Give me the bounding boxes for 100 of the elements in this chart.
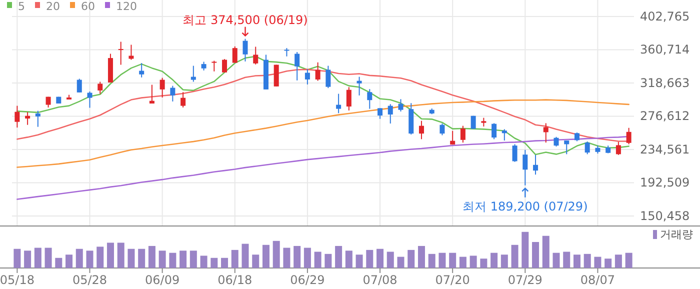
candlestick: [367, 88, 372, 110]
candlestick: [25, 112, 30, 126]
y-tick-label: 150,458: [640, 208, 690, 223]
bar: [552, 252, 560, 268]
y-tick-label: 276,612: [640, 109, 690, 124]
x-tick-label: 06/29: [290, 273, 325, 287]
line-series: [16, 99, 630, 168]
x-tick-label: 07/08: [362, 273, 398, 287]
candlestick: [284, 48, 290, 57]
y-tick-label: 318,663: [640, 76, 690, 90]
candlestick: [346, 86, 352, 111]
legend-label: 60: [81, 0, 95, 13]
bar: [604, 258, 612, 268]
candlestick: [440, 123, 445, 136]
candlestick: [232, 46, 238, 64]
candlestick: [274, 64, 279, 87]
bar: [14, 248, 21, 268]
bar: [158, 250, 166, 268]
candlestick: [326, 65, 331, 89]
candlestick: [304, 68, 310, 85]
bar: [376, 248, 384, 268]
bar: [356, 254, 363, 268]
bar: [169, 252, 176, 268]
candlestick: [87, 90, 92, 108]
bar: [500, 254, 508, 268]
candlestick: [336, 93, 342, 114]
x-tick-label: 07/20: [435, 273, 470, 287]
candlestick: [502, 128, 507, 142]
bar: [190, 250, 197, 268]
bar: [44, 248, 52, 268]
y-tick-label: 234,561: [640, 142, 690, 156]
bar: [24, 250, 32, 268]
candlestick: [190, 65, 196, 82]
candlestick: [450, 130, 456, 146]
legend-label: 거래량: [660, 228, 693, 241]
x-tick-label: 07/29: [508, 273, 542, 287]
candlestick: [356, 76, 362, 96]
bar: [106, 242, 114, 268]
bar: [210, 258, 218, 268]
bar: [180, 250, 187, 268]
y-tick-label: 402,765: [640, 9, 690, 24]
candlestick: [180, 92, 186, 108]
candlestick: [160, 77, 165, 98]
bar: [490, 252, 498, 268]
x-tick-label: 05/28: [72, 273, 108, 287]
legend-label: 20: [46, 0, 60, 13]
candlestick: [543, 122, 548, 144]
bar: [242, 244, 249, 268]
candlestick: [378, 108, 383, 120]
bar: [542, 236, 550, 268]
bar: [200, 256, 208, 268]
bar: [594, 256, 602, 268]
candlestick: [388, 104, 393, 124]
bar: [418, 246, 425, 268]
candlestick: [76, 78, 82, 93]
candlestick: [616, 141, 621, 156]
candlestick: [242, 38, 248, 62]
candlestick: [398, 98, 404, 112]
bar: [55, 258, 62, 268]
bar: [96, 246, 104, 268]
bar: [428, 254, 436, 268]
candlestick: [315, 62, 320, 82]
bar: [148, 246, 156, 268]
candlestick: [294, 52, 300, 81]
bar: [221, 258, 228, 268]
bar: [438, 252, 446, 268]
candlestick: [512, 144, 518, 162]
bar: [231, 250, 238, 268]
bar: [304, 248, 311, 268]
bar: [366, 250, 374, 268]
bar: [34, 248, 42, 268]
bar: [480, 258, 488, 268]
x-tick-label: 05/18: [0, 273, 34, 287]
y-tick-label: 360,714: [640, 42, 690, 57]
candlestick: [470, 115, 476, 130]
bar: [522, 232, 529, 268]
x-tick-label: 08/07: [580, 273, 616, 287]
candlestick: [626, 127, 632, 145]
bar: [573, 254, 580, 268]
candlestick: [139, 62, 144, 78]
bar: [335, 246, 342, 268]
candlestick: [253, 46, 258, 65]
bar: [294, 246, 301, 268]
bar: [138, 248, 146, 268]
bar: [324, 254, 332, 268]
x-tick-label: 06/18: [218, 273, 252, 287]
bar: [625, 252, 632, 268]
bar: [262, 244, 270, 268]
bar: [408, 250, 415, 268]
candlestick: [14, 105, 20, 128]
bar: [66, 254, 73, 268]
candlestick: [212, 60, 217, 72]
bar: [459, 256, 466, 268]
candlestick: [98, 81, 103, 94]
bar: [614, 254, 622, 268]
candlestick: [222, 58, 228, 73]
bar: [283, 248, 290, 268]
bar: [117, 242, 124, 268]
bar: [128, 248, 135, 268]
bar: [86, 250, 94, 268]
